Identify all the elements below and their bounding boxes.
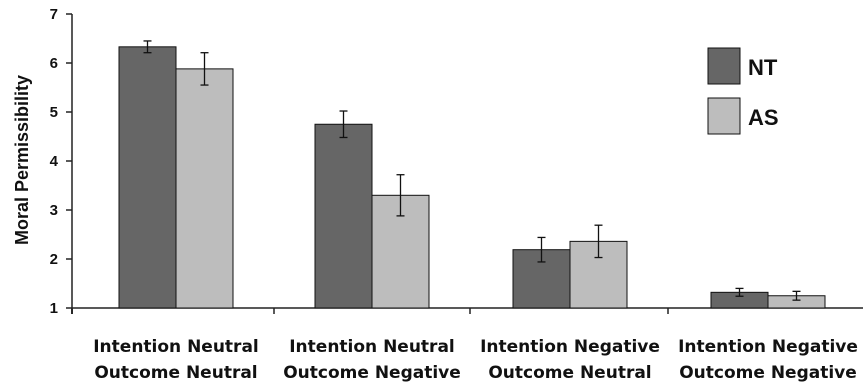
bars bbox=[118, 46, 826, 309]
category-label: Outcome Neutral bbox=[94, 363, 257, 383]
category-label: Intention Neutral bbox=[289, 337, 455, 357]
y-tick-label: 6 bbox=[50, 55, 58, 72]
category-label: Intention Neutral bbox=[93, 337, 259, 357]
category-label: Outcome Negative bbox=[283, 363, 461, 383]
category-labels: Intention Neutral Outcome Neutral Intentio… bbox=[93, 337, 858, 383]
category-label: Intention Negative bbox=[678, 337, 858, 357]
y-tick-label: 1 bbox=[50, 300, 58, 317]
y-axis-label: Moral Permissibility bbox=[12, 75, 32, 245]
legend-swatch-nt bbox=[707, 47, 741, 85]
y-tick-label: 4 bbox=[50, 153, 59, 170]
category-label: Outcome Negative bbox=[679, 363, 857, 383]
category-label: Outcome Neutral bbox=[488, 363, 651, 383]
bar-nt bbox=[314, 123, 373, 309]
legend: NT AS bbox=[707, 47, 779, 135]
legend-swatch-as bbox=[707, 97, 741, 135]
legend-label-nt: NT bbox=[748, 55, 778, 80]
y-tick-label: 2 bbox=[50, 251, 58, 268]
error-bars bbox=[143, 40, 801, 301]
bar-nt bbox=[118, 46, 177, 309]
y-tick-label: 7 bbox=[50, 6, 58, 23]
y-tick-label: 5 bbox=[50, 104, 58, 121]
bar-as bbox=[175, 68, 234, 309]
legend-label-as: AS bbox=[748, 105, 779, 130]
y-tick-label: 3 bbox=[50, 202, 58, 219]
category-label: Intention Negative bbox=[480, 337, 660, 357]
